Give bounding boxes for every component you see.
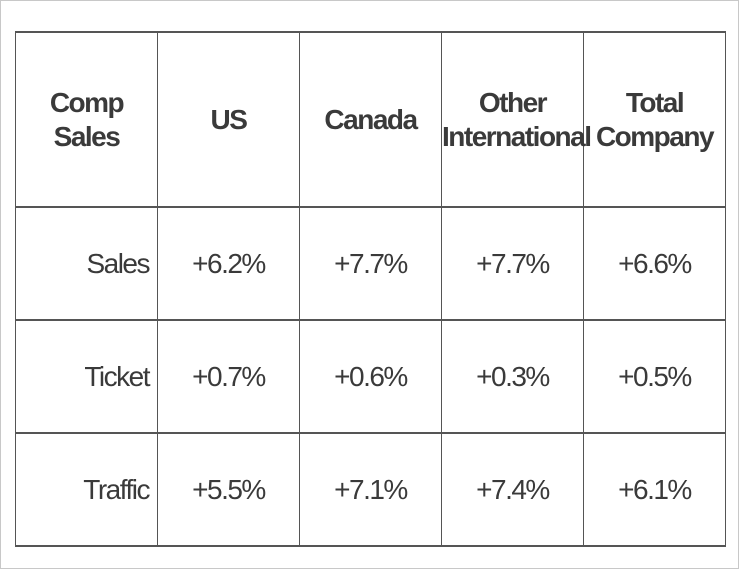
header-row: Comp Sales US Canada Other International… xyxy=(15,31,726,208)
cell-sales-other-international: +7.7% xyxy=(441,207,584,321)
header-canada: Canada xyxy=(299,31,442,208)
cell-ticket-us: +0.7% xyxy=(157,320,300,434)
row-label-sales: Sales xyxy=(15,207,158,321)
cell-sales-canada: +7.7% xyxy=(299,207,442,321)
comp-sales-table: Comp Sales US Canada Other International… xyxy=(15,31,726,547)
header-other-line1: Other xyxy=(478,86,548,118)
cell-traffic-total-company: +6.1% xyxy=(583,433,726,547)
header-total-line1: Total xyxy=(625,86,685,118)
header-total-line2: Company xyxy=(595,120,715,152)
cell-sales-total-company: +6.6% xyxy=(583,207,726,321)
cell-traffic-us: +5.5% xyxy=(157,433,300,547)
table-row-traffic: Traffic +5.5% +7.1% +7.4% +6.1% xyxy=(15,433,726,547)
cell-ticket-canada: +0.6% xyxy=(299,320,442,434)
header-us-text: US xyxy=(210,103,248,135)
header-total-company: Total Company xyxy=(583,31,726,208)
table-row-sales: Sales +6.2% +7.7% +7.7% +6.6% xyxy=(15,207,726,321)
row-label-ticket: Ticket xyxy=(15,320,158,434)
cell-ticket-total-company: +0.5% xyxy=(583,320,726,434)
header-other-line2: International xyxy=(442,120,592,152)
cell-traffic-other-international: +7.4% xyxy=(441,433,584,547)
table-row-ticket: Ticket +0.7% +0.6% +0.3% +0.5% xyxy=(15,320,726,434)
header-us: US xyxy=(157,31,300,208)
cell-traffic-canada: +7.1% xyxy=(299,433,442,547)
header-other-international: Other International xyxy=(441,31,592,208)
row-label-traffic: Traffic xyxy=(15,433,158,547)
cell-sales-us: +6.2% xyxy=(157,207,300,321)
cell-ticket-other-international: +0.3% xyxy=(441,320,584,434)
header-canada-text: Canada xyxy=(324,103,418,135)
header-comp-sales: Comp Sales xyxy=(15,31,158,208)
